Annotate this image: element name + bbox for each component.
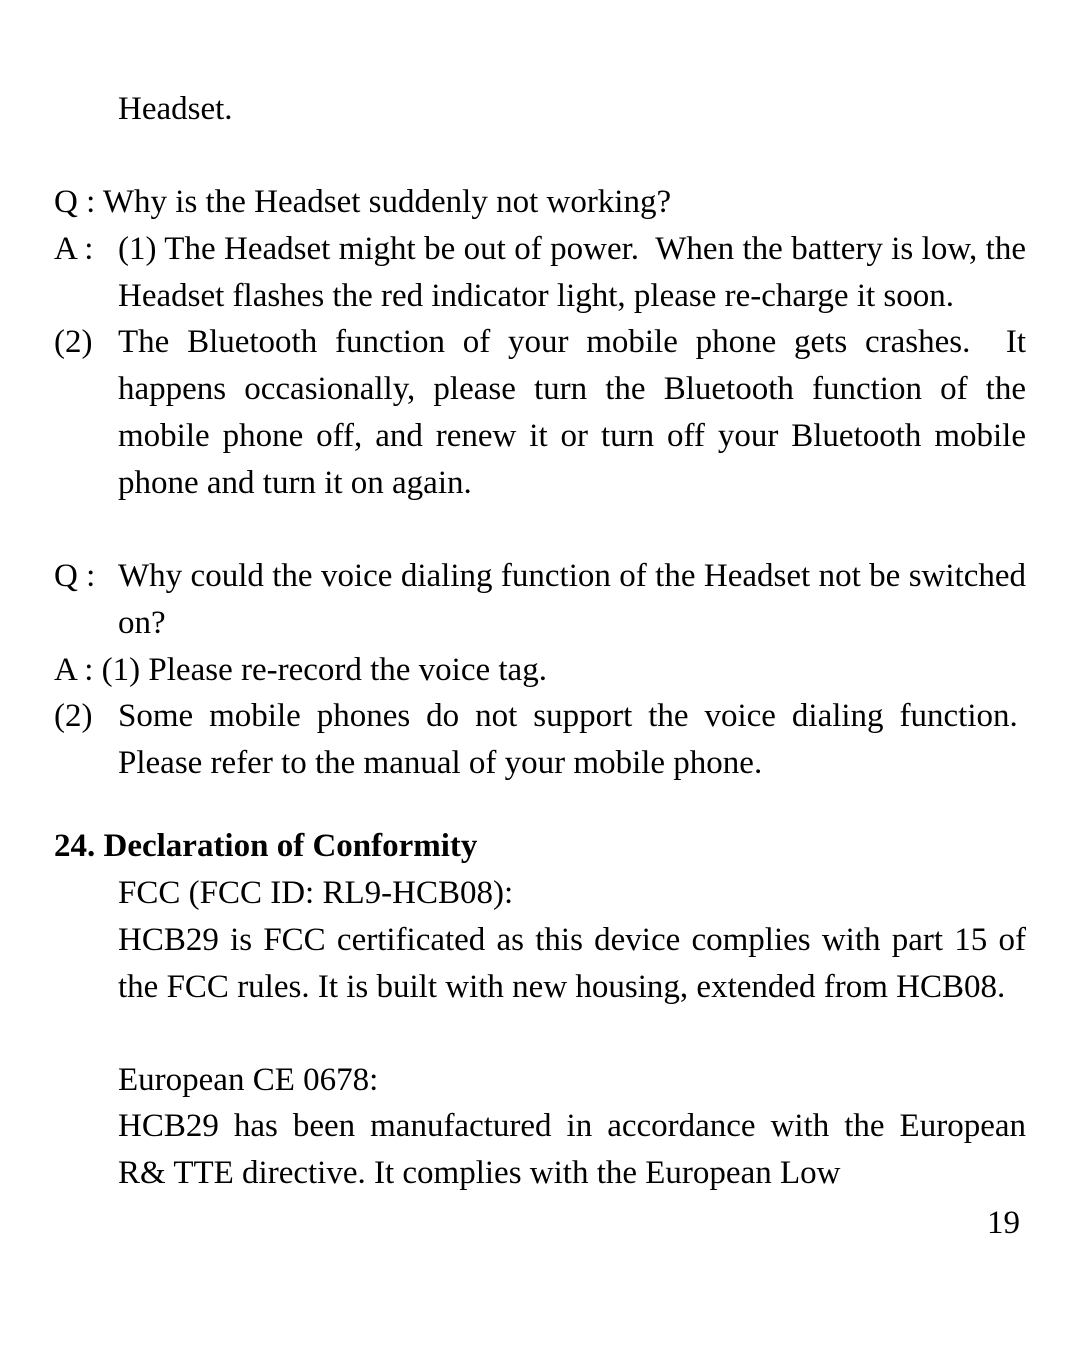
manual-page: Headset. Q : Why is the Headset suddenly… [0,0,1080,1363]
spacer [54,133,1026,179]
spacer [54,805,1026,823]
qa-label: Q : [54,553,118,647]
ce-title: European CE 0678: [54,1057,1026,1104]
ce-body: HCB29 has been manufactured in accordanc… [54,1103,1026,1197]
answer-text: The Bluetooth function of your mobile ph… [102,319,1026,506]
question-2: Q : Why could the voice dialing function… [54,553,1026,647]
answer-1-part1: A : (1) The Headset might be out of powe… [54,226,1026,320]
answer-text: (1) The Headset might be out of power. W… [118,226,1026,320]
answer-text: Some mobile phones do not support the vo… [102,693,1026,787]
spacer [54,787,1026,805]
qa-label: A : [54,226,118,320]
answer-2-part2: (2) Some mobile phones do not support th… [54,693,1026,787]
answer-2-part1: A : (1) Please re-record the voice tag. [54,647,1026,694]
question-1: Q : Why is the Headset suddenly not work… [54,179,1026,226]
qa-num: (2) [54,319,102,506]
spacer [54,1011,1026,1057]
qa-num: (2) [54,693,102,787]
fcc-title: FCC (FCC ID: RL9-HCB08): [54,870,1026,917]
answer-1-part2: (2) The Bluetooth function of your mobil… [54,319,1026,506]
spacer [54,507,1026,553]
question-text: Why could the voice dialing function of … [118,553,1026,647]
section-heading-24: 24. Declaration of Conformity [54,823,1026,870]
continuation-text: Headset. [54,86,1026,133]
page-number: 19 [987,1200,1020,1247]
fcc-body: HCB29 is FCC certificated as this device… [54,917,1026,1011]
